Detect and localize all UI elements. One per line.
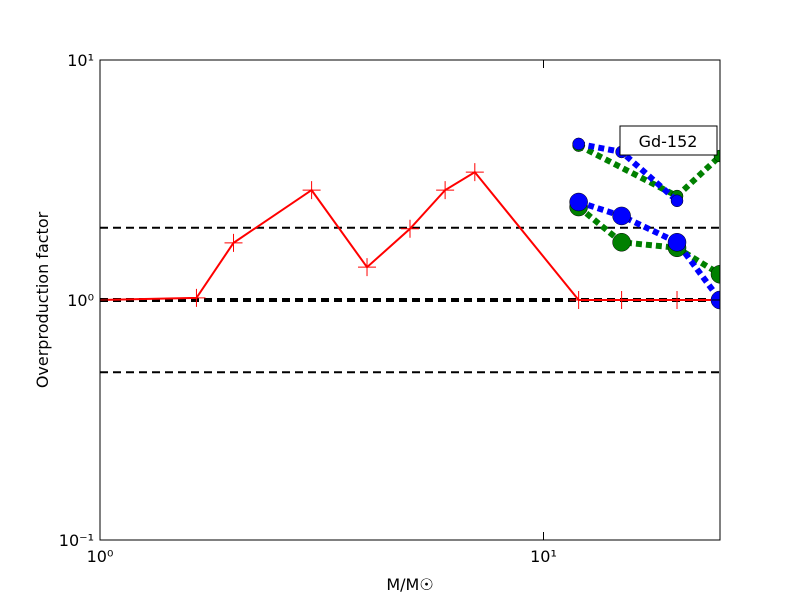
point-marker	[569, 192, 588, 212]
point-marker	[358, 258, 377, 277]
annotation-box	[619, 125, 718, 156]
point-marker	[224, 233, 243, 252]
y-tick-label: 10¹	[67, 51, 94, 70]
point-marker	[465, 163, 484, 182]
point-marker	[670, 194, 684, 208]
y-axis-label: Overproduction factor	[33, 211, 52, 388]
point-marker	[436, 181, 455, 200]
annotation: Gd-152	[639, 132, 698, 151]
y-tick-label: 10⁰	[67, 291, 94, 310]
point-marker	[668, 291, 687, 309]
point-marker	[572, 137, 585, 151]
y-tick-label: 10⁻¹	[59, 531, 94, 550]
x-axis-label: M/M☉	[386, 575, 433, 594]
point-marker	[612, 206, 631, 226]
point-marker	[667, 233, 687, 252]
series-line	[576, 204, 720, 277]
point-marker	[612, 291, 631, 309]
point-marker	[710, 265, 720, 284]
point-marker	[302, 181, 321, 200]
point-marker	[612, 233, 631, 252]
point-marker	[401, 219, 419, 238]
x-tick-label: 10¹	[530, 547, 557, 566]
point-marker	[569, 291, 588, 309]
point-marker	[187, 288, 206, 307]
series-line	[100, 170, 720, 301]
x-tick-label: 10⁰	[87, 547, 114, 566]
series-line	[577, 199, 720, 302]
